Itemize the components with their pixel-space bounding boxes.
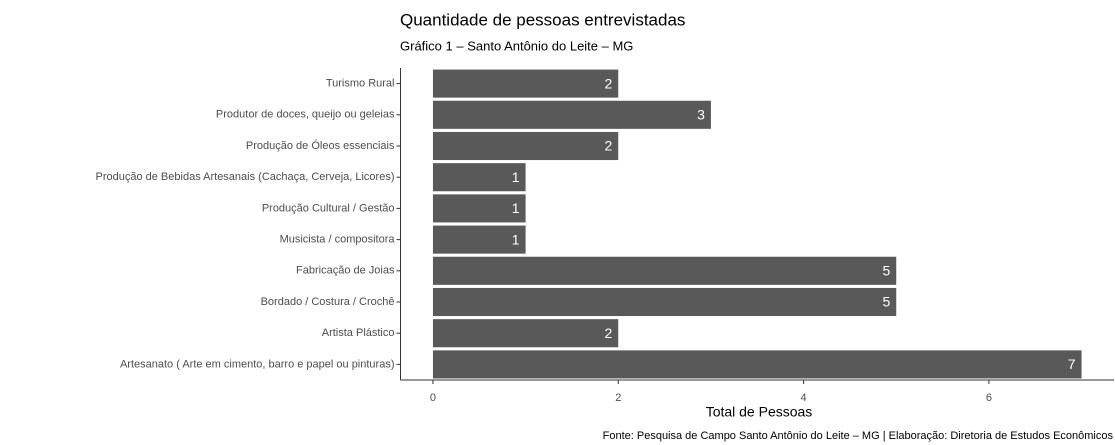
value-label: 3 bbox=[697, 107, 705, 123]
value-label: 2 bbox=[604, 138, 612, 154]
chart-subtitle: Gráfico 1 – Santo Antônio do Leite – MG bbox=[400, 38, 633, 53]
bar bbox=[432, 100, 711, 129]
value-label: 1 bbox=[512, 169, 520, 185]
y-tick-label: Fabricação de Joias bbox=[296, 265, 395, 277]
chart-title: Quantidade de pessoas entrevistadas bbox=[400, 10, 685, 29]
value-label: 7 bbox=[1068, 356, 1076, 372]
value-label: 1 bbox=[512, 200, 520, 216]
y-tick-label: Artesanato ( Arte em cimento, barro e pa… bbox=[120, 358, 395, 370]
y-tick-label: Musicista / compositora bbox=[280, 234, 396, 246]
bar bbox=[432, 131, 619, 161]
bar bbox=[432, 319, 619, 348]
value-label: 2 bbox=[604, 325, 612, 341]
x-tick-label: 4 bbox=[801, 392, 807, 404]
caption: Fonte: Pesquisa de Campo Santo Antônio d… bbox=[603, 430, 1114, 442]
y-tick-label: Turismo Rural bbox=[326, 78, 395, 90]
bar bbox=[432, 256, 897, 285]
value-label: 5 bbox=[882, 294, 890, 310]
y-tick-label: Produção Cultural / Gestão bbox=[262, 202, 395, 214]
y-tick-label: Produtor de doces, queijo ou geleias bbox=[216, 109, 395, 121]
value-label: 2 bbox=[604, 75, 612, 91]
value-label: 1 bbox=[512, 231, 520, 247]
y-tick-label: Artista Plástico bbox=[322, 327, 395, 339]
bar bbox=[432, 225, 526, 254]
value-label: 5 bbox=[882, 263, 890, 279]
bar bbox=[432, 194, 526, 223]
x-tick-label: 6 bbox=[986, 392, 992, 404]
bar bbox=[432, 287, 897, 317]
bar bbox=[432, 69, 619, 98]
x-tick-label: 0 bbox=[430, 392, 436, 404]
bar bbox=[432, 350, 1082, 379]
x-axis-label: Total de Pessoas bbox=[706, 404, 813, 420]
y-tick-label: Bordado / Costura / Crochê bbox=[261, 296, 395, 308]
bar bbox=[432, 163, 526, 192]
y-tick-label: Produção de Óleos essenciais bbox=[246, 139, 395, 152]
y-tick-label: Produção de Bebidas Artesanais (Cachaça,… bbox=[96, 171, 395, 183]
x-tick-label: 2 bbox=[615, 392, 621, 404]
